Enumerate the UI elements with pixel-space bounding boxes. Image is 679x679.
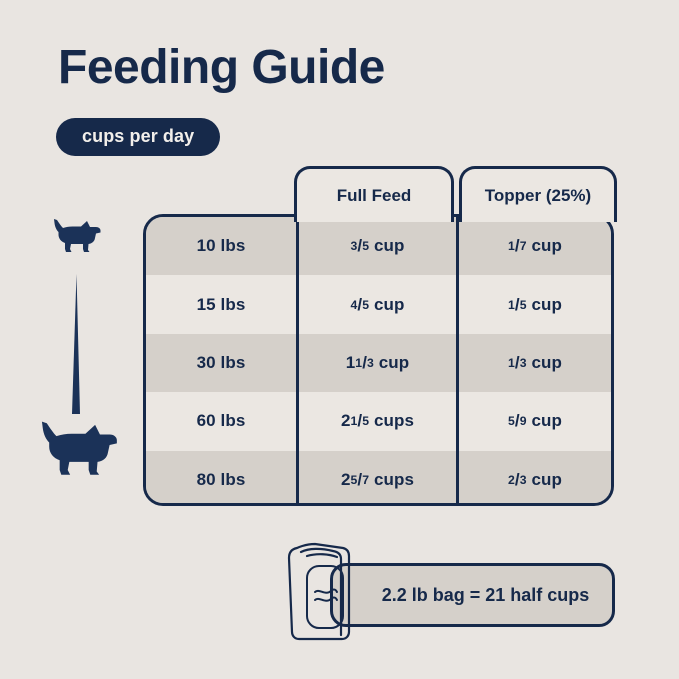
bag-callout: 2.2 lb bag = 21 half cups [330, 563, 615, 627]
pet-food-bag-icon [277, 536, 367, 651]
cell-weight: 80 lbs [196, 469, 246, 489]
cell-topper: 1/7 cup [456, 217, 611, 276]
cell-weight: 10 lbs [196, 236, 246, 256]
column-header-full-feed: Full Feed [294, 166, 454, 222]
cell-topper: 5/9 cup [456, 392, 611, 451]
cups-per-day-badge: cups per day [56, 118, 221, 156]
cell-weight: 15 lbs [196, 294, 246, 314]
size-gradient-wedge-icon [66, 274, 88, 427]
cell-full-feed: 1 1/3 cup [296, 333, 456, 393]
table-row: 30 lbs 1 1/3 cup 1/3 cup [146, 333, 611, 393]
cell-topper: 2/3 cup [456, 450, 611, 503]
table-row: 10 lbs 3/5 cup 1/7 cup [146, 217, 611, 276]
cell-topper: 1/5 cup [456, 275, 611, 334]
large-dog-silhouette-icon [37, 420, 121, 483]
cell-full-feed: 2 5/7 cups [296, 450, 456, 503]
table-row: 15 lbs 4/5 cup 1/5 cup [146, 275, 611, 334]
table-row: 80 lbs 2 5/7 cups 2/3 cup [146, 450, 611, 503]
cell-full-feed: 4/5 cup [296, 275, 456, 334]
column-header-topper: Topper (25%) [459, 166, 617, 222]
small-dog-silhouette-icon [52, 218, 102, 259]
size-rail [34, 216, 138, 512]
cell-weight: 30 lbs [196, 352, 246, 372]
cell-full-feed: 2 1/5 cups [296, 392, 456, 451]
page-title: Feeding Guide [58, 41, 385, 94]
cell-full-feed: 3/5 cup [296, 217, 456, 276]
table-row: 60 lbs 2 1/5 cups 5/9 cup [146, 392, 611, 451]
feeding-table: 10 lbs 3/5 cup 1/7 cup 15 lbs 4/5 cup 1/5 cup… [143, 214, 614, 506]
cell-topper: 1/3 cup [456, 333, 611, 393]
cell-weight: 60 lbs [196, 411, 246, 431]
